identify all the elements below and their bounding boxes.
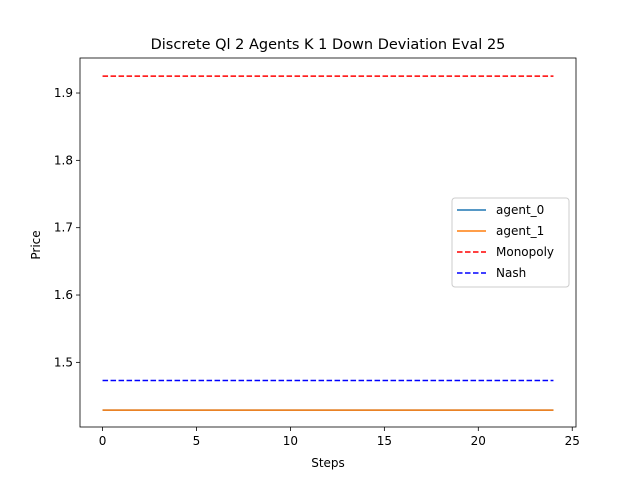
y-axis-title: Price <box>29 230 43 259</box>
y-tick-label: 1.7 <box>54 221 73 235</box>
axes: 0 5 10 15 20 25 1.5 1.6 1.7 1.8 1.9 <box>54 57 580 448</box>
x-tick-label: 20 <box>471 434 486 448</box>
x-tick-label: 25 <box>565 434 580 448</box>
y-tick-label: 1.5 <box>54 355 73 369</box>
legend-box <box>451 197 570 288</box>
x-tick-label: 15 <box>377 434 392 448</box>
legend-label: agent_0 <box>496 203 544 217</box>
plot-area <box>102 75 554 411</box>
x-tick-label: 0 <box>99 434 107 448</box>
y-tick-label: 1.8 <box>54 153 73 167</box>
x-tick-label: 10 <box>283 434 298 448</box>
chart-title: Discrete Ql 2 Agents K 1 Down Deviation … <box>151 37 506 53</box>
legend-label: agent_1 <box>496 224 544 238</box>
legend: agent_0 agent_1 Monopoly Nash <box>451 197 570 288</box>
legend-label: Nash <box>496 266 526 280</box>
y-tick-label: 1.9 <box>54 86 73 100</box>
legend-label: Monopoly <box>496 245 554 259</box>
y-tick-label: 1.6 <box>54 288 73 302</box>
x-tick-label: 5 <box>193 434 201 448</box>
x-axis-title: Steps <box>311 456 345 470</box>
axes-frame <box>79 57 577 428</box>
